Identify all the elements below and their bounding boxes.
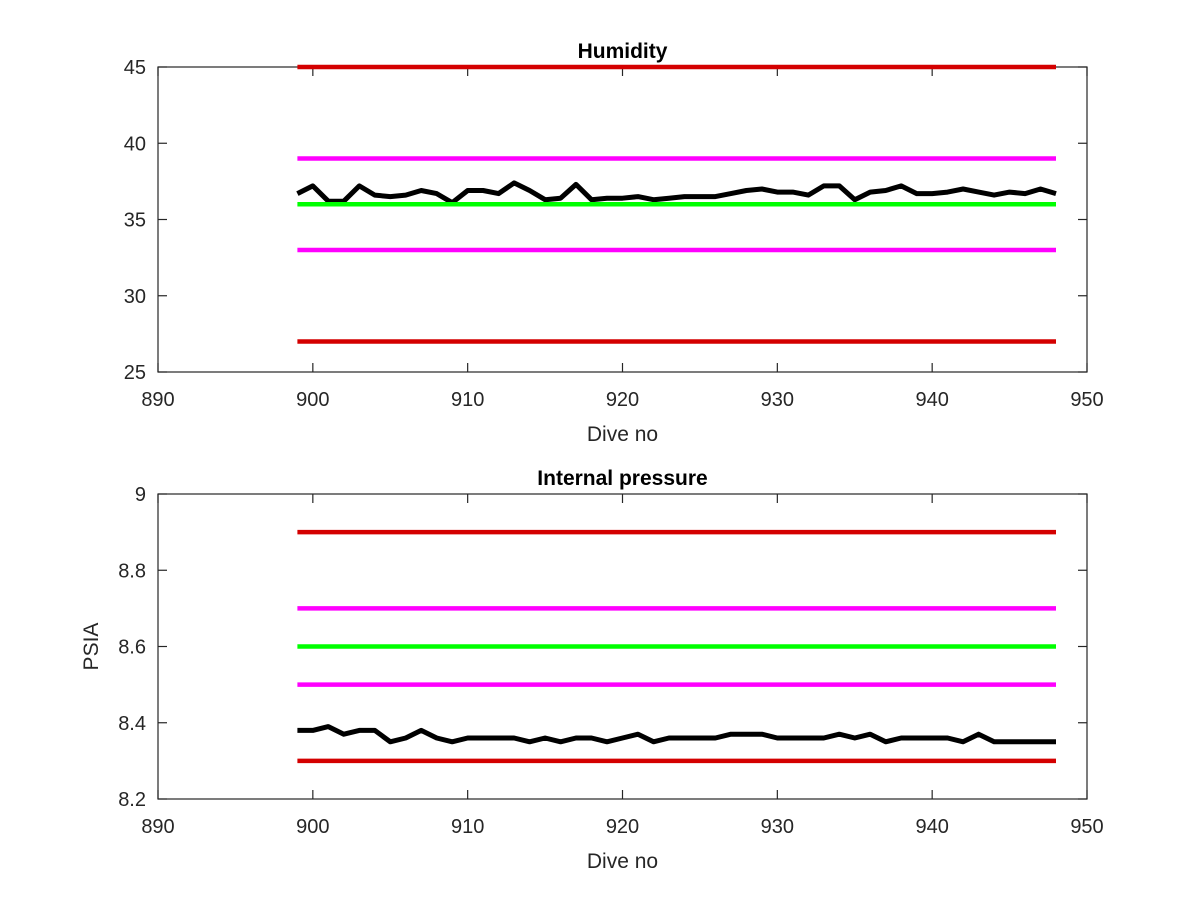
chart-1-y-tick-label: 8.8 bbox=[118, 560, 146, 582]
chart-1-y-tick-label: 8.2 bbox=[118, 789, 146, 811]
chart-0-data-line bbox=[296, 180, 1057, 206]
chart-1-y-tick-label: 8.6 bbox=[118, 637, 146, 659]
chart-1-x-tick-label: 930 bbox=[761, 816, 794, 838]
chart-1-x-tick-label: 940 bbox=[915, 816, 948, 838]
chart-0-x-axis-label: Dive no bbox=[587, 423, 658, 446]
chart-0-x-tick-label: 910 bbox=[451, 389, 484, 411]
chart-0-x-tick-label: 900 bbox=[296, 389, 329, 411]
chart-0-y-tick-label: 30 bbox=[124, 286, 146, 308]
chart-0-x-tick-label: 930 bbox=[761, 389, 794, 411]
chart-1-y-tick-label: 8.4 bbox=[118, 713, 146, 735]
chart-0-y-tick-label: 25 bbox=[124, 362, 146, 384]
chart-1-y-tick-label: 9 bbox=[135, 484, 146, 506]
chart-1-x-tick-label: 920 bbox=[606, 816, 639, 838]
chart-0-axes-box bbox=[157, 66, 1088, 373]
humidity-panel: 890 900 910 920 930 940 950 25 30 35 40 45 Humidity D… bbox=[124, 40, 1104, 446]
chart-0-title: Humidity bbox=[578, 40, 668, 63]
chart-0-x-tick-label: 920 bbox=[606, 389, 639, 411]
chart-0-x-tick-label: 950 bbox=[1070, 389, 1103, 411]
chart-1-title: Internal pressure bbox=[537, 467, 707, 490]
chart-0-x-tick-label: 940 bbox=[915, 389, 948, 411]
internal-pressure-panel: 890 900 910 920 930 940 950 8.2 8.4 8.6 8.8 9 Intern… bbox=[80, 467, 1104, 873]
chart-1-x-tick-label: 890 bbox=[141, 816, 174, 838]
chart-1-data-line bbox=[297, 724, 1056, 745]
chart-0-y-tick-label: 40 bbox=[124, 133, 146, 155]
chart-1-x-tick-label: 900 bbox=[296, 816, 329, 838]
chart-1-y-axis-label: PSIA bbox=[80, 623, 103, 671]
chart-0-y-tick-label: 35 bbox=[124, 210, 146, 232]
chart-0-y-tick-label: 45 bbox=[124, 57, 146, 79]
chart-1-x-tick-label: 910 bbox=[451, 816, 484, 838]
chart-1-x-axis-label: Dive no bbox=[587, 850, 658, 873]
chart-0-x-tick-label: 890 bbox=[141, 389, 174, 411]
chart-1-x-tick-label: 950 bbox=[1070, 816, 1103, 838]
